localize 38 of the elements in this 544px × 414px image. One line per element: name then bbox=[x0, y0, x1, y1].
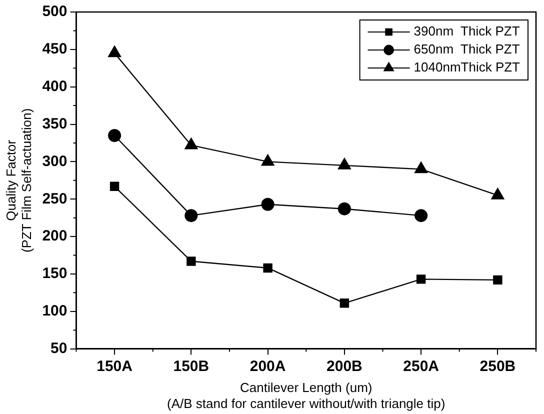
point bbox=[340, 298, 350, 308]
x-tick-label: 200B bbox=[326, 358, 363, 375]
point bbox=[338, 202, 351, 216]
y-tick-label: 300 bbox=[42, 152, 68, 170]
x-tick-label: 250A bbox=[403, 358, 440, 375]
x-tick-label: 200A bbox=[250, 358, 286, 375]
point bbox=[184, 209, 198, 222]
y-tick-label: 100 bbox=[42, 302, 68, 320]
point bbox=[261, 198, 274, 211]
y-tick-label: 150 bbox=[42, 265, 68, 282]
x-tick-label: 150B bbox=[173, 358, 210, 375]
point bbox=[260, 154, 275, 166]
point bbox=[414, 161, 428, 174]
y-tick-label: 400 bbox=[42, 78, 68, 95]
y-tick-label: 500 bbox=[42, 3, 68, 20]
y-tick-label: 450 bbox=[42, 40, 68, 58]
x-axis-title: Cantilever Length (um) (A/B stand for cantilever without/with triangle tip) bbox=[167, 380, 446, 411]
y-tick-label: 50 bbox=[50, 340, 68, 357]
legend-label: 1040nmThick PZT bbox=[414, 60, 520, 75]
point bbox=[416, 274, 426, 284]
point bbox=[414, 209, 428, 222]
x-tick-label: 250B bbox=[480, 358, 516, 375]
point bbox=[493, 275, 502, 285]
point bbox=[108, 128, 122, 142]
y-tick-label: 350 bbox=[42, 115, 68, 132]
point bbox=[263, 263, 272, 273]
point bbox=[338, 157, 352, 170]
point bbox=[490, 187, 505, 200]
y-axis-title: Quality Factor (PZT Film Self-actuation) bbox=[3, 108, 34, 253]
y-tick-label: 200 bbox=[42, 228, 68, 245]
y-tick-label: 250 bbox=[42, 190, 68, 208]
legend-label: 390nm Thick PZT bbox=[414, 24, 520, 39]
point bbox=[110, 182, 120, 191]
point bbox=[186, 256, 196, 266]
legend-label: 650nm Thick PZT bbox=[414, 42, 520, 57]
point bbox=[108, 45, 122, 58]
point bbox=[184, 137, 198, 150]
x-tick-label: 150A bbox=[96, 358, 133, 375]
